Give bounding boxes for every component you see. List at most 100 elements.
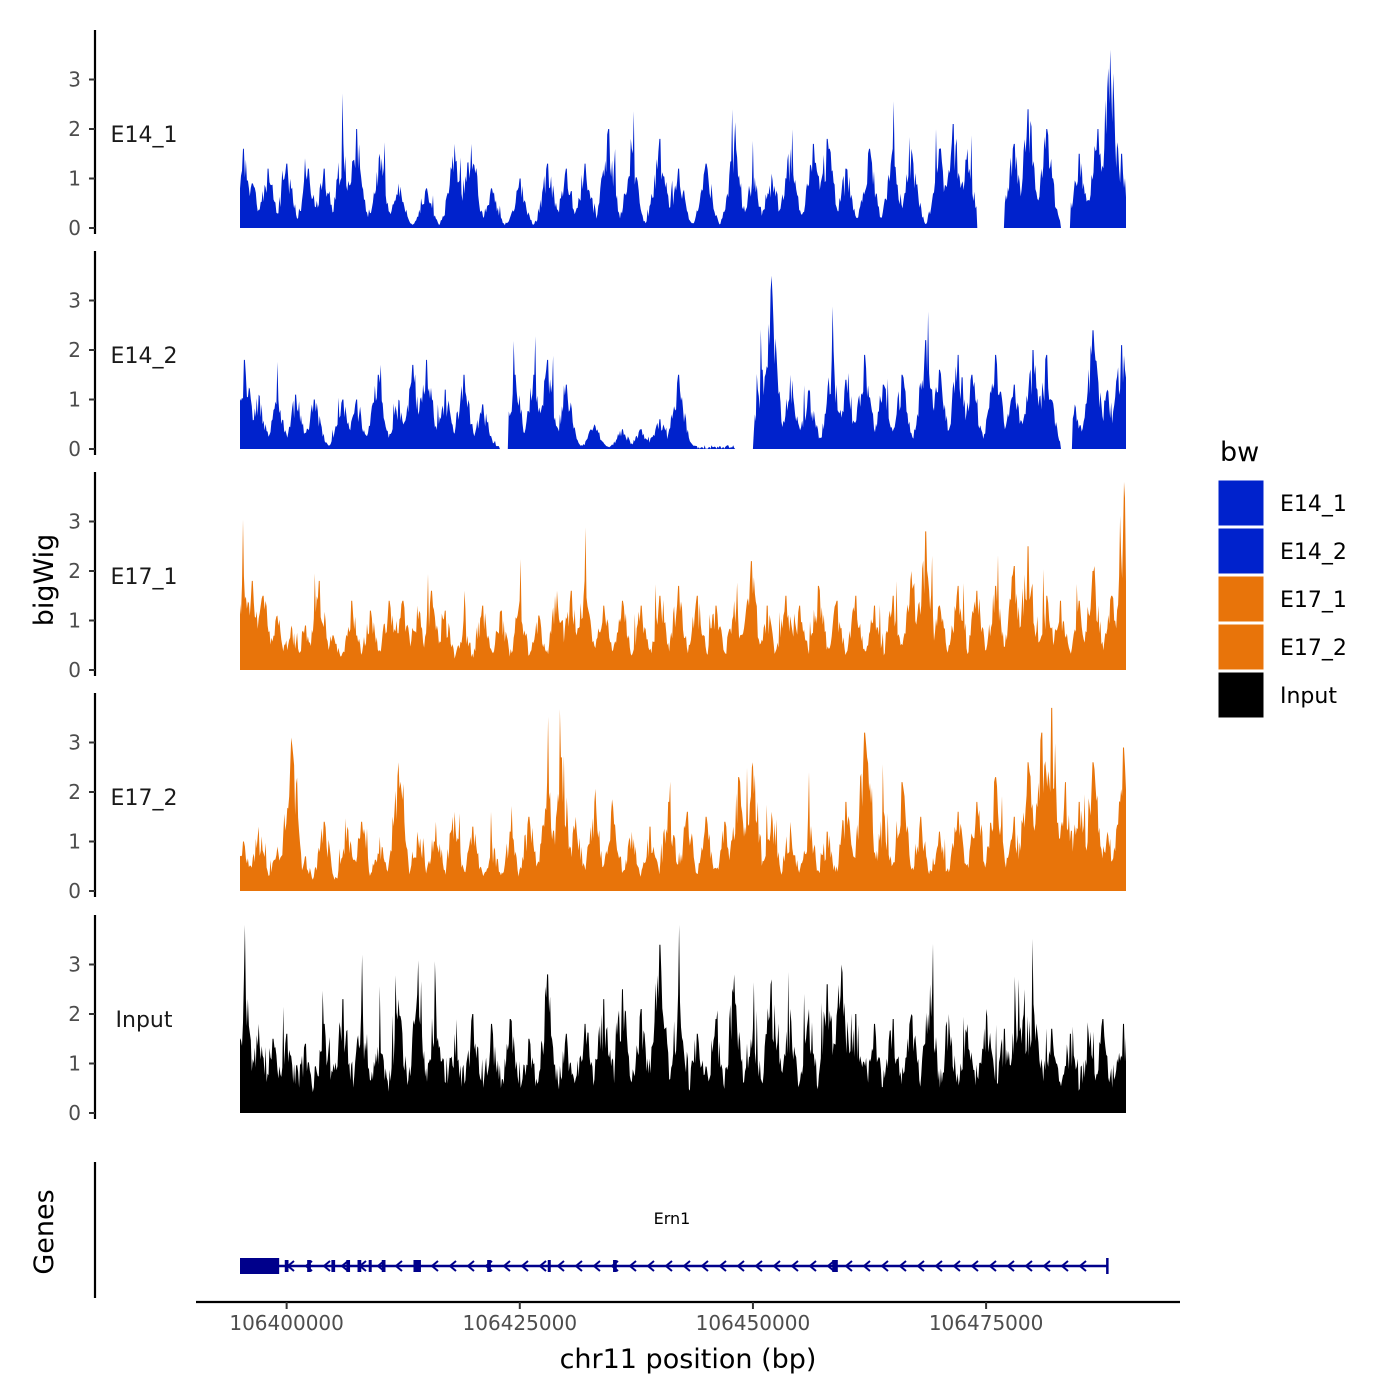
coverage-area-Input <box>240 924 1126 1113</box>
strand-arrow <box>988 1260 997 1272</box>
legend: bw E14_1 E14_2 E17_1 E17_2 Input <box>1217 437 1347 719</box>
strand-arrow <box>862 1260 871 1272</box>
strand-arrow <box>1024 1260 1033 1272</box>
y-tick-label: 1 <box>68 609 81 633</box>
strand-arrow <box>538 1260 547 1272</box>
y-tick-label: 0 <box>68 658 81 682</box>
strand-arrow <box>1078 1260 1087 1272</box>
legend-swatch-E14_1 <box>1217 479 1265 527</box>
track-label: E17_1 <box>111 565 178 590</box>
strand-arrow <box>790 1260 799 1272</box>
y-tick-label: 2 <box>68 780 81 804</box>
y-tick-label: 2 <box>68 1002 81 1026</box>
strand-arrow <box>844 1260 853 1272</box>
strand-arrow <box>808 1260 817 1272</box>
exon <box>832 1260 838 1272</box>
y-tick-label: 3 <box>68 731 81 755</box>
legend-label: E14_1 <box>1280 492 1347 517</box>
strand-arrow <box>916 1260 925 1272</box>
exon <box>331 1260 336 1272</box>
legend-title: bw <box>1220 437 1259 468</box>
coverage-area-E17_1 <box>240 481 1126 670</box>
track-E14_1: 0 1 2 3 E14_1 <box>68 30 1126 240</box>
legend-swatch-E14_2 <box>1217 527 1265 575</box>
legend-swatch-Input <box>1217 671 1265 719</box>
y-tick-label: 0 <box>68 437 81 461</box>
y-tick-label: 0 <box>68 1101 81 1125</box>
y-tick-label: 2 <box>68 117 81 141</box>
exon <box>368 1260 372 1272</box>
exon <box>381 1260 386 1272</box>
x-tick-label: 106450000 <box>696 1311 811 1335</box>
x-tick-label: 106400000 <box>229 1311 344 1335</box>
strand-arrow <box>448 1260 457 1272</box>
gene-label: Ern1 <box>654 1209 691 1228</box>
strand-arrow <box>502 1260 511 1272</box>
gene-panel: Ern1 <box>93 1162 1109 1298</box>
y-tick-label: 3 <box>68 68 81 92</box>
legend-swatch-E17_2 <box>1217 623 1265 671</box>
exon <box>413 1260 421 1272</box>
y-tick-label: 3 <box>68 510 81 534</box>
y-tick-label: 2 <box>68 338 81 362</box>
coverage-area-E14_1 <box>240 49 1126 228</box>
strand-arrow <box>736 1260 745 1272</box>
track-E17_1: 0 1 2 3 E17_1 <box>68 472 1126 682</box>
y-axis-title: bigWig <box>29 534 60 627</box>
strand-arrow <box>646 1260 655 1272</box>
x-axis-title: chr11 position (bp) <box>560 1344 817 1375</box>
strand-arrow <box>322 1260 331 1272</box>
y-tick-label: 1 <box>68 167 81 191</box>
coverage-area-E17_2 <box>240 707 1126 891</box>
exon <box>307 1260 311 1272</box>
y-tick-label: 1 <box>68 830 81 854</box>
y-tick-label: 0 <box>68 216 81 240</box>
track-E14_2: 0 1 2 3 E14_2 <box>68 251 1126 461</box>
coverage-area-E14_2 <box>240 275 1126 449</box>
y-tick-label: 3 <box>68 953 81 977</box>
strand-arrow <box>556 1260 565 1272</box>
strand-arrow <box>520 1260 529 1272</box>
exon <box>613 1260 617 1272</box>
x-axis: chr11 position (bp) 106400000 106425000 10… <box>196 1300 1180 1375</box>
legend-label: E17_1 <box>1280 588 1347 613</box>
exon <box>487 1260 491 1272</box>
strand-arrow <box>664 1260 673 1272</box>
exon <box>346 1260 351 1272</box>
genes-axis-title: Genes <box>29 1189 60 1274</box>
track-label: E17_2 <box>111 786 178 811</box>
track-E17_2: 0 1 2 3 E17_2 <box>68 693 1126 903</box>
strand-arrow <box>340 1260 349 1272</box>
x-tick-label: 106475000 <box>929 1311 1044 1335</box>
strand-arrow <box>394 1260 403 1272</box>
strand-arrow <box>592 1260 601 1272</box>
strand-arrow <box>628 1260 637 1272</box>
strand-arrow <box>970 1260 979 1272</box>
strand-arrow <box>952 1260 961 1272</box>
strand-arrow <box>682 1260 691 1272</box>
x-tick-label: 106425000 <box>463 1311 578 1335</box>
legend-label: E17_2 <box>1280 636 1347 661</box>
track-label: Input <box>116 1008 173 1033</box>
exon <box>547 1260 551 1272</box>
strand-arrow <box>574 1260 583 1272</box>
legend-swatch-E17_1 <box>1217 575 1265 623</box>
y-tick-label: 2 <box>68 559 81 583</box>
strand-arrow <box>718 1260 727 1272</box>
track-label: E14_1 <box>111 123 178 148</box>
strand-arrow <box>934 1260 943 1272</box>
strand-arrow <box>880 1260 889 1272</box>
track-panels: 0 1 2 3 E14_1 0 1 2 3 E14_2 0 1 2 3 E17_1 0 1 2 3 E17_2 0 1 2 3… <box>68 30 1126 1125</box>
y-tick-label: 3 <box>68 289 81 313</box>
exon <box>240 1258 280 1274</box>
exon <box>357 1260 362 1272</box>
track-label: E14_2 <box>111 344 178 369</box>
y-tick-label: 1 <box>68 1052 81 1076</box>
exon <box>284 1260 289 1272</box>
strand-arrow <box>700 1260 709 1272</box>
y-tick-label: 1 <box>68 388 81 412</box>
strand-arrow <box>772 1260 781 1272</box>
strand-arrow <box>1060 1260 1069 1272</box>
strand-arrow <box>466 1260 475 1272</box>
